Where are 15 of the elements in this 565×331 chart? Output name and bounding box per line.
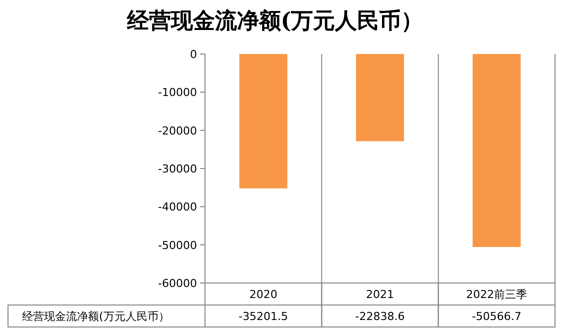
data-label: -35201.5 xyxy=(238,310,288,323)
x-tick-label: 2022前三季 xyxy=(466,288,528,301)
y-tick-label: -50000 xyxy=(158,238,197,252)
y-tick-label: -10000 xyxy=(158,86,197,100)
text: 经营现金流净额(万元人民币） xyxy=(22,310,170,323)
data-label: -22838.6 xyxy=(355,310,405,323)
y-tick-label: -20000 xyxy=(158,124,197,138)
x-tick-label: 2020 xyxy=(249,288,278,301)
data-label: -50566.7 xyxy=(472,310,522,323)
chart-title: 经营现金流净额(万元人民币） xyxy=(126,8,424,34)
y-tick-label: 0 xyxy=(190,48,197,61)
x-tick-label: 2021 xyxy=(366,288,394,301)
y-tick-label: -40000 xyxy=(158,200,197,214)
y-tick-label: -60000 xyxy=(158,277,197,290)
y-tick-label: -30000 xyxy=(158,162,197,176)
